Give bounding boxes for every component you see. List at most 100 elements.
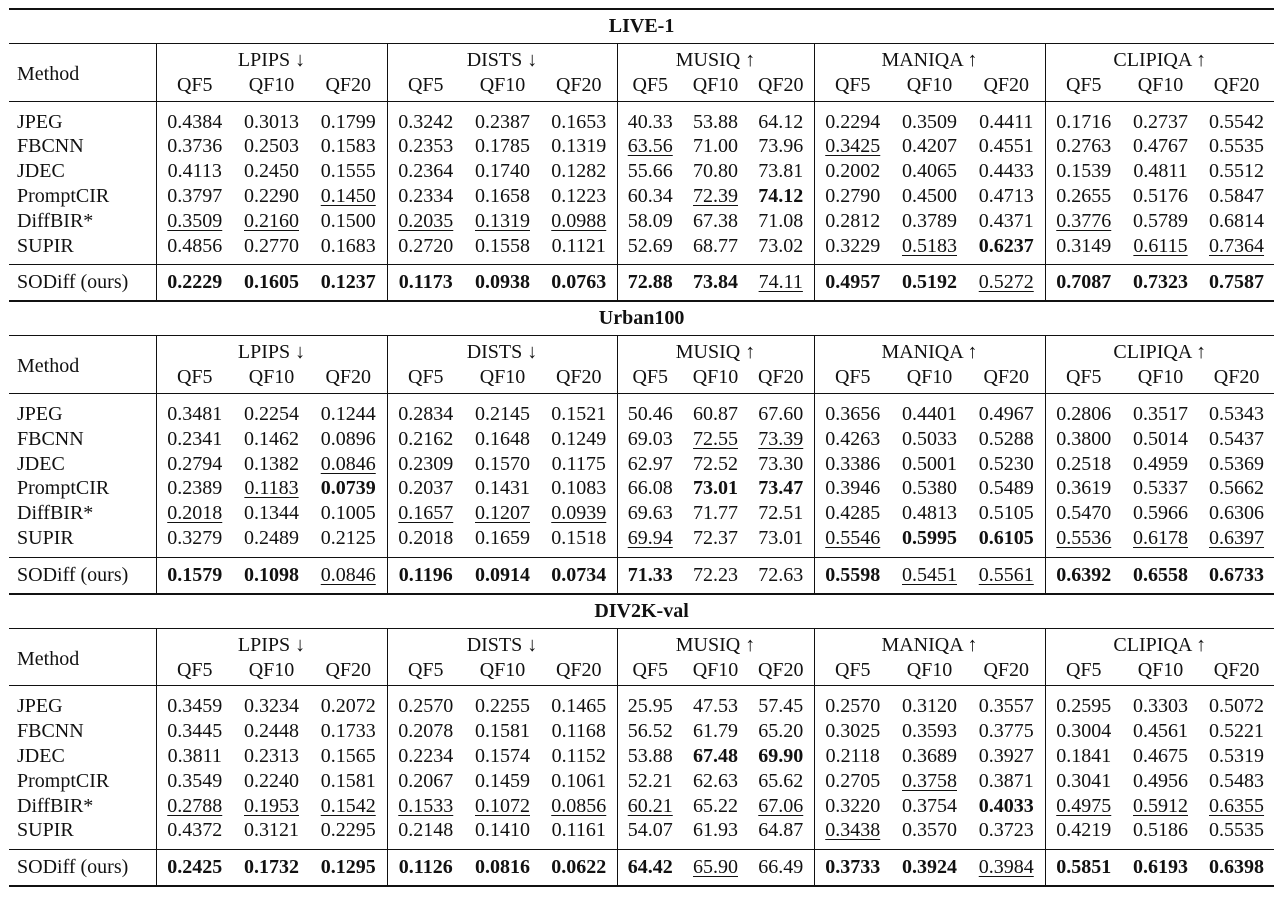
metric-value-text: 0.2518 [1056,452,1112,475]
metric-value-text: 0.2770 [244,234,299,257]
metric-value: 66.49 [748,849,814,888]
metric-value: 69.94 [616,525,683,558]
metric-value-text: 74.12 [758,184,804,207]
metric-value: 0.6398 [1199,849,1275,888]
metric-value: 0.4975 [1044,793,1122,819]
metric-value-text: 0.6237 [978,234,1034,257]
metric-value-text: 0.2162 [398,427,454,450]
metric-value-text: 71.00 [693,135,738,158]
metric-value: 0.6355 [1199,794,1274,819]
metric-group-header: LPIPS ↓ [155,628,387,658]
metric-value: 0.3593 [891,719,968,744]
metric-value: 0.3811 [155,743,233,769]
method-name: SUPIR [9,525,156,558]
metric-value: 65.22 [683,794,748,819]
metric-value: 0.1382 [233,452,310,477]
metric-value-text: 52.21 [627,769,673,792]
metric-value: 0.1579 [155,557,233,595]
metric-value-text: 0.1581 [475,720,530,743]
metric-value: 0.5186 [1122,818,1199,851]
metric-value-text: 0.3984 [978,856,1034,879]
metric-value-text: 0.2234 [398,744,454,767]
metric-value: 0.4856 [155,233,233,266]
metric-value-text: 0.1098 [244,563,299,586]
metric-value-text: 0.3619 [1056,477,1112,500]
metric-value-text: 0.1539 [1056,160,1112,183]
metric-value-text: 68.77 [693,234,738,257]
metric-value: 0.1152 [541,744,617,769]
metric-value: 0.1410 [464,818,541,851]
metric-value: 68.77 [683,233,748,266]
metric-value: 0.2254 [233,393,310,426]
metric-value: 0.7587 [1199,264,1275,302]
metric-value: 0.4263 [813,426,891,452]
qf-header: QF5 [155,72,233,102]
metric-value: 0.3736 [155,134,233,160]
metric-value: 0.2018 [155,501,233,526]
metric-value-text: 0.1168 [551,720,606,743]
metric-value: 0.1799 [310,101,387,134]
metric-value: 71.33 [616,557,683,595]
metric-value: 0.3789 [891,209,968,234]
qf-header: QF20 [968,72,1045,102]
metric-value-text: 0.3570 [902,819,957,842]
qf-header: QF10 [683,72,748,102]
metric-value: 0.4957 [813,264,891,302]
metric-value: 0.2794 [155,451,233,477]
metric-value: 0.3924 [891,849,968,888]
metric-value: 0.2518 [1044,451,1122,477]
metric-value: 73.96 [748,134,814,159]
metric-value-text: 0.3303 [1133,695,1188,718]
metric-value: 0.5343 [1199,393,1274,426]
metric-value-text: 65.62 [758,769,804,792]
metric-value-text: 0.1574 [475,744,530,767]
qf-header: QF20 [1199,657,1275,687]
metric-value: 0.3754 [891,794,968,819]
metric-value-text: 0.1583 [320,135,376,158]
metric-value-text: 0.3041 [1056,769,1112,792]
dataset-title: LIVE-1 [9,8,1275,44]
metric-value: 0.2448 [233,719,310,744]
metric-value-text: 0.4372 [167,819,223,842]
metric-value-text: 0.1653 [551,110,607,133]
metric-value-text: 0.6814 [1209,209,1265,232]
metric-value: 0.4500 [891,184,968,209]
qf-header-row: QF5 QF10 QF20 QF5 QF10 QF20 QF5 QF10 QF20 QF5 QF10… [9,365,1275,394]
metric-value: 0.1431 [464,476,541,501]
qf-header: QF10 [233,72,310,102]
metric-value-text: 0.3758 [902,769,957,792]
metric-value-text: 0.5561 [978,563,1034,586]
qf-header: QF5 [813,657,891,687]
metric-value: 0.3041 [1044,768,1122,794]
metric-value: 71.77 [683,501,748,526]
metric-value-text: 0.1183 [244,477,299,500]
metric-value: 0.6558 [1122,557,1199,595]
metric-value: 0.1565 [310,744,387,769]
metric-value: 53.88 [683,101,748,134]
metric-value-text: 47.53 [693,695,738,718]
metric-value: 0.1459 [464,769,541,794]
metric-value-text: 0.5437 [1209,427,1265,450]
metric-value: 0.6237 [968,233,1045,266]
metric-value-text: 0.5230 [978,452,1034,475]
metric-value: 0.4767 [1122,134,1199,159]
metric-value-text: 0.1732 [244,856,299,879]
metric-value: 0.5535 [1199,818,1275,851]
method-name: JDEC [17,160,65,183]
metric-value: 0.3733 [813,849,891,888]
metric-value: 0.2118 [813,743,891,769]
metric-value-text: 55.66 [627,160,673,183]
method-name: SODiff (ours) [9,557,156,595]
metric-value-text: 61.79 [693,720,738,743]
metric-value: 64.87 [748,818,814,851]
metric-value: 0.3723 [968,818,1045,851]
metric-value-text: 0.1126 [398,856,453,879]
metric-value-text: 0.1579 [167,563,223,586]
method-header: Method [9,628,156,687]
metric-value-text: 40.33 [627,110,673,133]
metric-value-text: 61.93 [693,819,738,842]
metric-value: 0.7323 [1122,264,1199,302]
metric-value: 0.5598 [813,557,891,595]
metric-value-text: 0.7364 [1209,234,1265,257]
metric-value-text: 73.39 [758,427,804,450]
